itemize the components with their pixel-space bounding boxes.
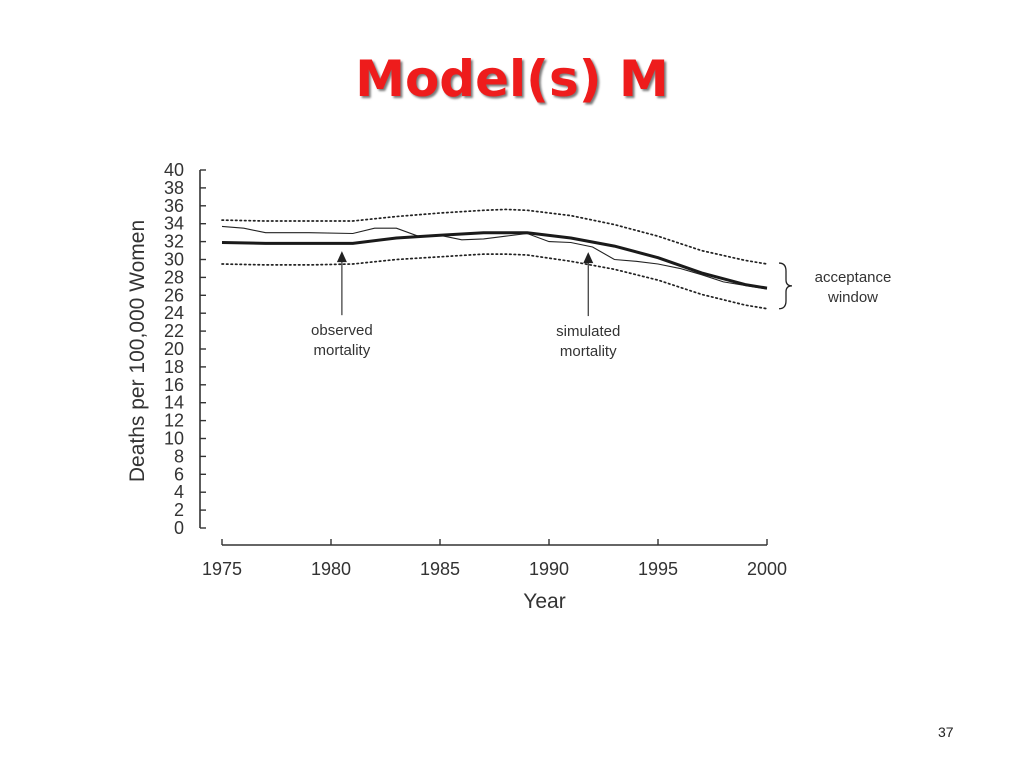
page-number: 37	[938, 724, 954, 740]
annotation-arrowhead-simulated	[583, 252, 594, 264]
chart-axes: 0246810121416182022242628303234363840197…	[164, 160, 787, 579]
series-line-thin-observed	[221, 225, 768, 290]
y-tick-label: 12	[164, 411, 184, 431]
y-tick-label: 10	[164, 429, 184, 449]
y-tick-label: 8	[174, 446, 184, 466]
y-tick-label: 26	[164, 285, 184, 305]
annotation-text-simulated: mortality	[560, 343, 617, 360]
annotation-arrowhead-observed	[336, 251, 347, 263]
y-tick-label: 20	[164, 339, 184, 359]
annotation-text-observed: mortality	[314, 342, 371, 359]
x-tick-label: 1985	[420, 559, 460, 579]
y-tick-label: 14	[164, 393, 184, 413]
y-axis-title: Deaths per 100,000 Women	[126, 220, 149, 482]
annotation-text-simulated: simulated	[556, 323, 620, 340]
y-tick-label: 40	[164, 160, 184, 180]
y-tick-label: 2	[174, 500, 184, 520]
annotation-text-acceptance: window	[827, 289, 878, 306]
x-tick-label: 1990	[529, 559, 569, 579]
series-line-dotted-upper	[221, 208, 768, 265]
y-tick-label: 16	[164, 375, 184, 395]
annotation-text-acceptance: acceptance	[815, 269, 892, 286]
x-axis-title: Year	[523, 590, 565, 613]
annotation-text-observed: observed	[311, 322, 373, 339]
chart-annotations: observed mortality simulated mortality accep…	[311, 251, 891, 360]
series-line-dotted-lower	[221, 253, 768, 310]
y-tick-label: 32	[164, 232, 184, 252]
slide-title: Model(s) M	[355, 50, 669, 108]
x-tick-label: 1975	[202, 559, 242, 579]
x-tick-label: 1980	[311, 559, 351, 579]
acceptance-window-brace	[778, 262, 793, 310]
y-tick-label: 24	[164, 303, 184, 323]
x-tick-label: 2000	[747, 559, 787, 579]
y-tick-label: 30	[164, 250, 184, 270]
y-tick-label: 34	[164, 214, 184, 234]
y-tick-label: 6	[174, 464, 184, 484]
x-tick-label: 1995	[638, 559, 678, 579]
y-tick-label: 38	[164, 178, 184, 198]
y-tick-label: 28	[164, 267, 184, 287]
y-tick-label: 18	[164, 357, 184, 377]
y-tick-label: 4	[174, 482, 184, 502]
y-tick-label: 22	[164, 321, 184, 341]
series-line-thick-simulated	[221, 231, 768, 290]
y-tick-label: 0	[174, 518, 184, 538]
chart-series	[221, 208, 768, 310]
y-tick-label: 36	[164, 196, 184, 216]
